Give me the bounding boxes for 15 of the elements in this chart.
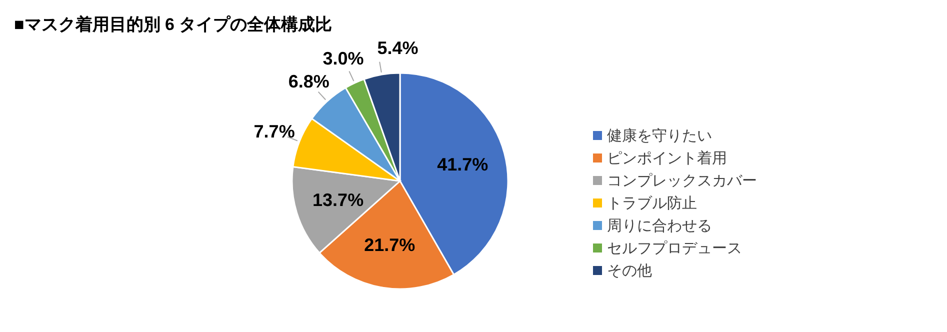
data-label: 5.4% xyxy=(377,38,418,58)
data-label: 41.7% xyxy=(437,154,488,174)
legend-label: ピンポイント着用 xyxy=(607,150,727,167)
data-label: 21.7% xyxy=(364,234,416,255)
data-label: 3.0% xyxy=(322,48,364,68)
chart-title: ■マスク着用目的別 6 タイプの全体構成比 xyxy=(14,15,332,34)
data-label: 13.7% xyxy=(312,190,364,210)
legend-label: 周りに合わせる xyxy=(607,218,712,234)
data-label: 6.8% xyxy=(288,71,330,92)
legend-label: その他 xyxy=(607,262,652,280)
legend-label: コンプレックスカバー xyxy=(607,172,757,190)
data-label: 7.7% xyxy=(254,122,295,142)
legend-label: トラブル防止 xyxy=(607,195,697,212)
legend-label: 健康を守りたい xyxy=(607,128,712,144)
legend-label: セルフプロデュース xyxy=(607,240,742,257)
